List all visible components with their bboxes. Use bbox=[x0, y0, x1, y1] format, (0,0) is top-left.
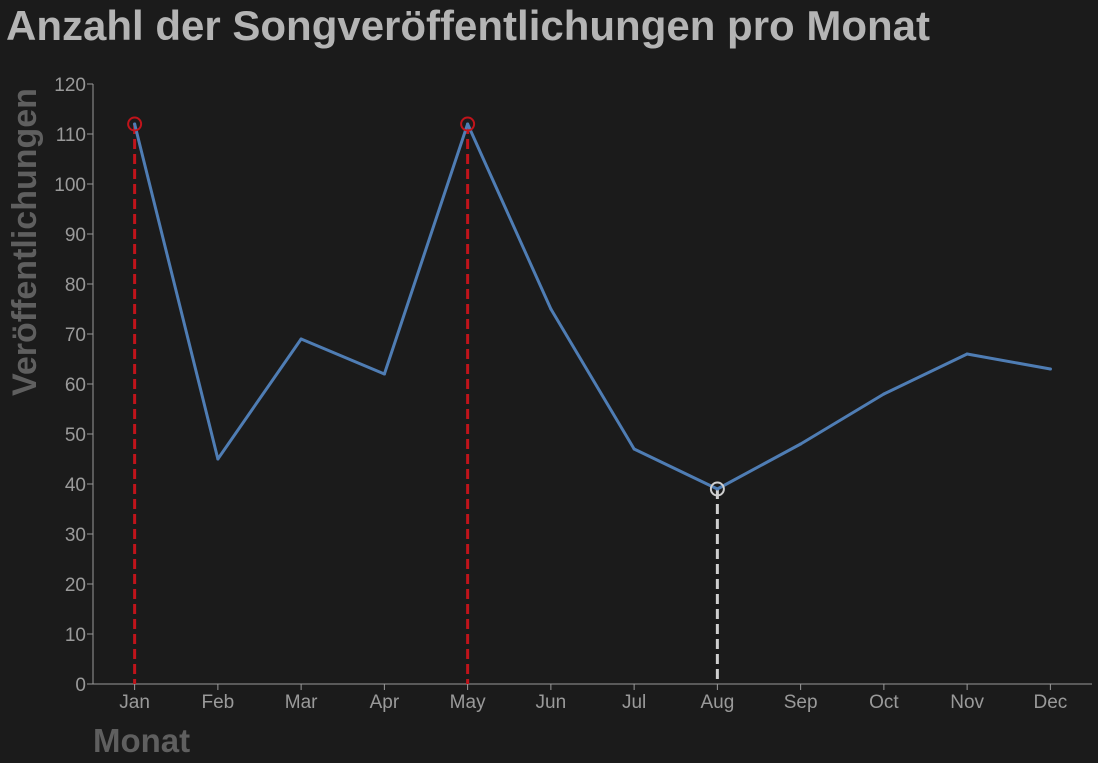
data-point bbox=[882, 392, 886, 396]
y-tick-label: 120 bbox=[54, 75, 86, 96]
y-tick-label: 10 bbox=[65, 625, 86, 646]
x-tick-label: Apr bbox=[370, 692, 400, 713]
y-tick-label: 40 bbox=[65, 475, 86, 496]
data-point bbox=[466, 122, 470, 126]
y-tick-label: 30 bbox=[65, 525, 86, 546]
x-tick-label: Jul bbox=[622, 692, 646, 713]
y-tick-label: 80 bbox=[65, 275, 86, 296]
y-tick-label: 60 bbox=[65, 375, 86, 396]
x-tick-label: Feb bbox=[202, 692, 235, 713]
data-point bbox=[299, 337, 303, 341]
y-tick-label: 110 bbox=[56, 125, 86, 146]
x-axis-title: Monat bbox=[93, 722, 190, 759]
y-tick-label: 100 bbox=[54, 175, 86, 196]
chart-title: Anzahl der Songveröffentlichungen pro Mo… bbox=[6, 2, 930, 49]
x-tick-label: Aug bbox=[700, 692, 734, 713]
data-point bbox=[382, 372, 386, 376]
y-tick-label: 50 bbox=[65, 425, 86, 446]
data-point bbox=[799, 442, 803, 446]
x-tick-label: Sep bbox=[784, 692, 818, 713]
data-point bbox=[632, 447, 636, 451]
highlight-max-marker bbox=[460, 116, 476, 132]
data-point bbox=[965, 352, 969, 356]
data-point bbox=[715, 487, 719, 491]
y-tick-label: 70 bbox=[65, 325, 86, 346]
y-tick-label: 20 bbox=[65, 575, 86, 596]
series-line bbox=[133, 122, 1052, 491]
y-tick-label: 0 bbox=[75, 675, 86, 696]
highlight-max-marker bbox=[127, 116, 143, 132]
x-tick-label: Mar bbox=[285, 692, 318, 713]
x-tick-label: Jan bbox=[119, 692, 150, 713]
data-point bbox=[549, 307, 553, 311]
highlight-min-marker bbox=[709, 481, 725, 497]
plot-area: 0 10 20 30 40 50 60 70 80 90 100 110 120 Jan Feb Mar Apr… bbox=[54, 75, 1092, 713]
x-tick-label: Jun bbox=[536, 692, 567, 713]
x-tick-label: Oct bbox=[869, 692, 899, 713]
y-axis-title: Veröffentlichungen bbox=[6, 88, 44, 396]
y-tick-label: 90 bbox=[65, 225, 86, 246]
x-tick-label: Nov bbox=[950, 692, 984, 713]
data-point bbox=[1048, 367, 1052, 371]
data-point bbox=[216, 457, 220, 461]
data-point bbox=[133, 122, 137, 126]
x-tick-label: Dec bbox=[1033, 692, 1067, 713]
x-tick-label: May bbox=[450, 692, 486, 713]
